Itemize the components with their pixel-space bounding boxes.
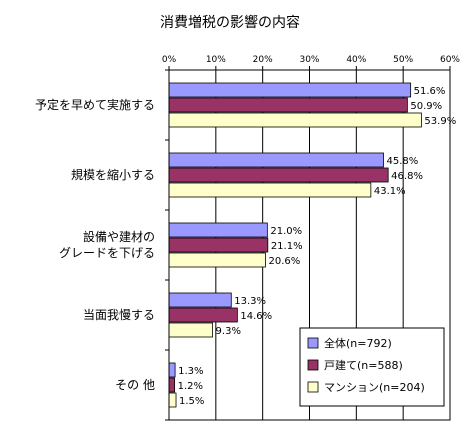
x-tick-label: 30% xyxy=(299,55,319,65)
bar xyxy=(168,237,269,253)
bar xyxy=(168,307,238,323)
bar xyxy=(168,292,232,308)
data-label: 14.6% xyxy=(240,311,272,322)
data-label: 53.9% xyxy=(424,116,456,127)
plot-border xyxy=(168,69,451,421)
bar xyxy=(168,392,177,408)
bar xyxy=(168,152,384,168)
bar xyxy=(168,182,372,198)
x-tick-label: 20% xyxy=(253,55,273,65)
bar xyxy=(168,222,268,238)
data-label: 1.2% xyxy=(178,381,203,392)
x-tick-label: 50% xyxy=(393,55,413,65)
data-label: 1.3% xyxy=(178,366,203,377)
legend: 全体(n=792) 戸建て(n=588) マンション(n=204) xyxy=(299,327,445,407)
bar xyxy=(168,97,408,113)
data-label: 21.0% xyxy=(270,226,302,237)
bar xyxy=(168,362,176,378)
bars xyxy=(168,82,422,408)
x-tick-label: 60% xyxy=(440,55,460,65)
legend-swatch xyxy=(307,381,319,393)
legend-box xyxy=(299,327,445,407)
legend-label: 全体(n=792) xyxy=(324,336,392,350)
category-label: 規模を縮小する xyxy=(71,167,155,182)
data-label: 51.6% xyxy=(414,86,446,97)
category-label: グレードを下げる xyxy=(59,246,155,260)
data-label: 46.8% xyxy=(391,171,423,182)
data-label: 43.1% xyxy=(374,186,406,197)
data-label: 20.6% xyxy=(268,256,300,267)
category-label: 予定を早めて実施する xyxy=(35,97,155,112)
bar xyxy=(168,252,266,268)
category-label: 設備や建材の xyxy=(83,229,155,244)
data-label: 45.8% xyxy=(386,156,418,167)
category-label: 当面我慢する xyxy=(83,308,155,322)
bar xyxy=(168,167,389,183)
data-label: 9.3% xyxy=(216,326,241,337)
data-label: 21.1% xyxy=(271,241,303,252)
data-label: 13.3% xyxy=(234,296,266,307)
category-label: その 他 xyxy=(115,378,155,392)
legend-label: 戸建て(n=588) xyxy=(324,358,403,372)
bar xyxy=(168,82,412,98)
legend-label: マンション(n=204) xyxy=(324,381,425,394)
x-tick-label: 0% xyxy=(162,55,177,65)
bar xyxy=(168,112,422,128)
bar xyxy=(168,377,176,393)
bar xyxy=(168,322,213,338)
data-label: 1.5% xyxy=(179,396,204,407)
axes xyxy=(165,66,451,421)
chart-title: 消費増税の影響の内容 xyxy=(160,14,300,31)
x-tick-label: 40% xyxy=(346,55,366,65)
legend-swatch xyxy=(307,359,319,371)
labels: 0% 10% 20% 30% 40% 50% 60% 51.6% 50.9% 53.9% 予定を早め… xyxy=(35,55,460,407)
legend-swatch xyxy=(307,337,319,349)
x-tick-label: 10% xyxy=(206,55,226,65)
data-label: 50.9% xyxy=(410,101,442,112)
